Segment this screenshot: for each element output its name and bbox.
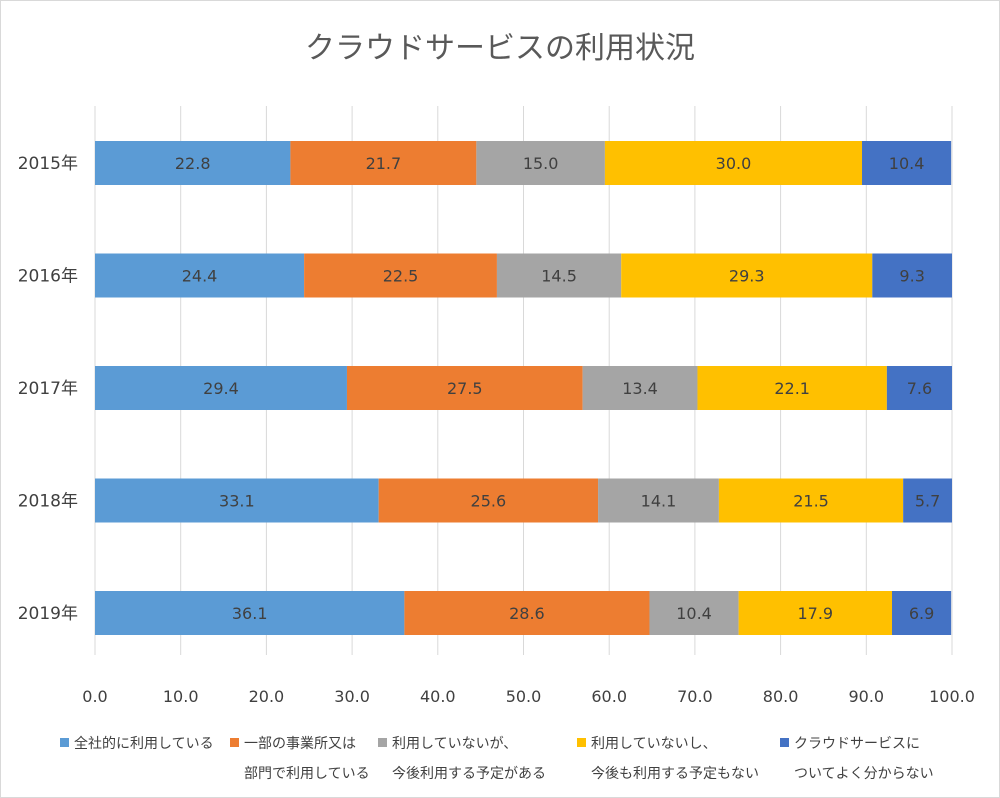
data-label: 24.4 xyxy=(182,267,218,286)
x-tick-label: 20.0 xyxy=(249,687,285,706)
bar-segment xyxy=(346,366,583,410)
legend-label-line2: 今後も利用する予定もない xyxy=(591,766,759,782)
bar-segment xyxy=(304,253,497,298)
data-label: 25.6 xyxy=(471,492,507,511)
bar-segment xyxy=(378,478,599,523)
legend-swatch xyxy=(577,738,586,747)
bar-segment xyxy=(95,478,379,523)
legend-swatch xyxy=(378,738,387,747)
bar-segment xyxy=(862,141,952,185)
data-label: 33.1 xyxy=(219,492,255,511)
y-axis-categories: 2015年 2016年 2017年 2018年 2019年 xyxy=(18,154,78,624)
x-tick-label: 30.0 xyxy=(334,687,370,706)
bar-segment xyxy=(290,141,477,185)
data-label: 15.0 xyxy=(523,154,559,173)
data-label: 21.7 xyxy=(366,154,402,173)
x-tick-label: 60.0 xyxy=(591,687,627,706)
data-label: 22.1 xyxy=(774,379,810,398)
legend-label: 全社的に利用している xyxy=(74,735,214,752)
bar-segment xyxy=(598,478,719,523)
bar-segment xyxy=(886,366,952,410)
bar-segment xyxy=(872,253,952,298)
data-label: 10.4 xyxy=(676,604,712,623)
data-label: 9.3 xyxy=(899,267,924,286)
data-label: 14.5 xyxy=(541,267,577,286)
bar-segment xyxy=(95,591,405,635)
bar-segment xyxy=(621,253,873,298)
bars: 22.8 21.7 15.0 30.0 10.4 24.4 22.5 14.5 29.3 9.3 2… xyxy=(95,141,952,635)
data-label: 27.5 xyxy=(447,379,483,398)
x-tick-label: 70.0 xyxy=(677,687,713,706)
data-label: 28.6 xyxy=(509,604,545,623)
bar-segment xyxy=(95,141,291,185)
bar-segment xyxy=(582,366,698,410)
bar-segment xyxy=(95,366,347,410)
data-label: 21.5 xyxy=(793,492,829,511)
bar-segment xyxy=(95,253,305,298)
data-label: 36.1 xyxy=(232,604,268,623)
legend-label: 一部の事業所又は xyxy=(244,736,356,752)
legend-swatch xyxy=(780,738,789,747)
legend-label: クラウドサービスに xyxy=(794,736,920,752)
legend-label-line2: 今後利用する予定がある xyxy=(392,766,546,782)
legend-label: 利用していないが、 xyxy=(392,736,517,752)
data-label: 10.4 xyxy=(889,154,925,173)
x-tick-label: 40.0 xyxy=(420,687,456,706)
data-label: 17.9 xyxy=(797,604,833,623)
data-label: 6.9 xyxy=(909,604,934,623)
category-label: 2016年 xyxy=(18,267,78,287)
category-label: 2015年 xyxy=(18,154,78,174)
bar-segment xyxy=(738,591,893,635)
data-label: 30.0 xyxy=(716,154,752,173)
x-tick-label: 80.0 xyxy=(763,687,799,706)
category-label: 2017年 xyxy=(18,379,78,399)
x-tick-label: 10.0 xyxy=(163,687,199,706)
x-tick-label: 50.0 xyxy=(506,687,542,706)
x-tick-label: 0.0 xyxy=(82,687,107,706)
data-label: 22.8 xyxy=(175,154,211,173)
data-label: 22.5 xyxy=(383,267,419,286)
chart-title: クラウドサービスの利用状況 xyxy=(305,31,695,66)
category-label: 2018年 xyxy=(18,492,78,512)
x-axis-ticks: 0.0 10.0 20.0 30.0 40.0 50.0 60.0 70.0 80.0 90.0 1… xyxy=(82,687,975,706)
bar-segment xyxy=(892,591,952,635)
data-label: 13.4 xyxy=(622,379,658,398)
x-tick-label: 90.0 xyxy=(848,687,884,706)
legend-label-line2: ついてよく分からない xyxy=(794,766,934,782)
bar-segment xyxy=(476,141,605,185)
bar-segment xyxy=(903,478,952,523)
bar-segment xyxy=(697,366,887,410)
bar-segment xyxy=(496,253,622,298)
legend-label-line2: 部門で利用している xyxy=(244,766,370,782)
bar-segment xyxy=(649,591,739,635)
data-label: 29.4 xyxy=(203,379,239,398)
bar-segment xyxy=(604,141,863,185)
legend-swatch xyxy=(60,738,69,747)
legend-swatch xyxy=(230,738,239,747)
bar-segment xyxy=(404,591,650,635)
category-label: 2019年 xyxy=(18,604,78,624)
legend-label: 利用していないし、 xyxy=(591,736,717,752)
x-tick-label: 100.0 xyxy=(929,687,975,706)
data-label: 7.6 xyxy=(907,379,932,398)
bar-segment xyxy=(718,478,904,523)
data-label: 5.7 xyxy=(915,492,940,511)
data-label: 14.1 xyxy=(641,492,677,511)
data-label: 29.3 xyxy=(729,267,765,286)
